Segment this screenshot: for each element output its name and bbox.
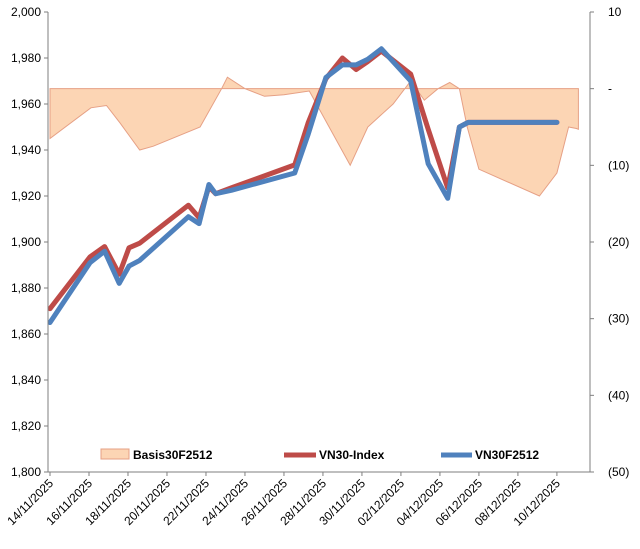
- left-tick-label: 1,920: [11, 189, 41, 203]
- right-axis-ticks: 10 - (10) (20) (30) (40) (50): [590, 5, 629, 479]
- right-tick-label: (50): [608, 465, 629, 479]
- right-tick-label: 10: [608, 5, 622, 19]
- left-tick-label: 1,820: [11, 419, 41, 433]
- x-axis-ticks: 14/11/202516/11/202518/11/202520/11/2025…: [4, 472, 563, 529]
- right-tick-label: (40): [608, 388, 629, 402]
- right-tick-label: (30): [608, 312, 629, 326]
- left-axis-ticks: 1,800 1,820 1,840 1,860 1,880 1,900 1,920 1,940…: [11, 5, 48, 479]
- basis-area-series: [49, 76, 579, 197]
- right-tick-label: (10): [608, 158, 629, 172]
- right-tick-label: (20): [608, 235, 629, 249]
- right-tick-label: -: [608, 82, 612, 96]
- legend-label-basis: Basis30F2512: [133, 448, 213, 462]
- left-tick-label: 1,900: [11, 235, 41, 249]
- basis-area: [49, 76, 579, 197]
- left-tick-label: 1,960: [11, 97, 41, 111]
- left-tick-label: 1,980: [11, 51, 41, 65]
- left-tick-label: 2,000: [11, 5, 41, 19]
- left-tick-label: 1,880: [11, 281, 41, 295]
- vn30-index-line: [47, 48, 560, 312]
- legend: Basis30F2512 VN30-Index VN30F2512: [100, 448, 539, 462]
- left-tick-label: 1,840: [11, 373, 41, 387]
- left-tick-label: 1,860: [11, 327, 41, 341]
- left-tick-label: 1,800: [11, 465, 41, 479]
- legend-swatch-basis: [100, 448, 130, 460]
- legend-label-vn30f2512: VN30F2512: [475, 448, 539, 462]
- left-tick-label: 1,940: [11, 143, 41, 157]
- legend-label-vn30-index: VN30-Index: [319, 448, 385, 462]
- vn30f2512-line: [47, 46, 560, 325]
- axes: [47, 12, 591, 473]
- line-series: [47, 46, 560, 325]
